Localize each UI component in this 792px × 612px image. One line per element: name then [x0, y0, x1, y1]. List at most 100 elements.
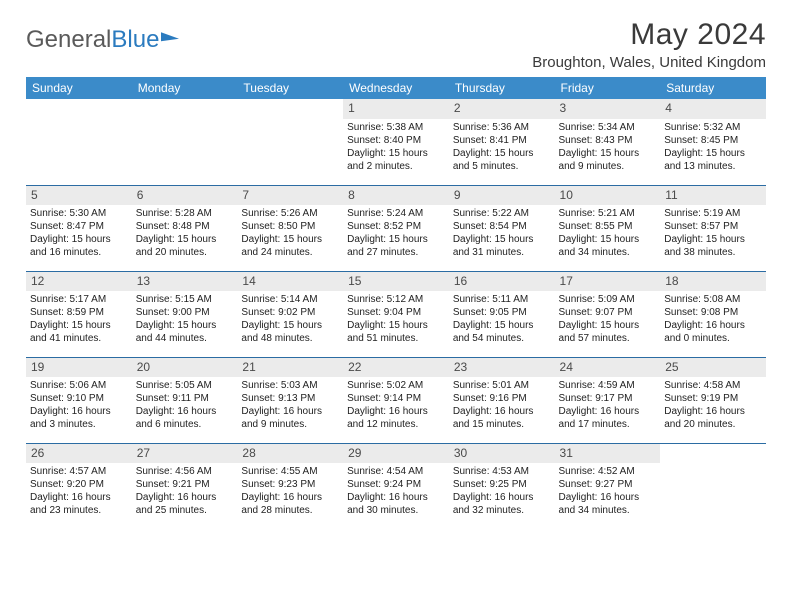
calendar-cell: 19Sunrise: 5:06 AMSunset: 9:10 PMDayligh… — [26, 357, 132, 443]
calendar-header-row: SundayMondayTuesdayWednesdayThursdayFrid… — [26, 77, 766, 99]
cell-sunrise: Sunrise: 5:17 AM — [30, 293, 128, 306]
calendar-cell: 15Sunrise: 5:12 AMSunset: 9:04 PMDayligh… — [343, 271, 449, 357]
day-number: 8 — [343, 186, 449, 206]
day-number: 3 — [555, 99, 661, 119]
calendar-cell: 18Sunrise: 5:08 AMSunset: 9:08 PMDayligh… — [660, 271, 766, 357]
cell-daylight2: and 48 minutes. — [241, 332, 339, 345]
cell-sunrise: Sunrise: 5:03 AM — [241, 379, 339, 392]
cell-sunrise: Sunrise: 4:59 AM — [559, 379, 657, 392]
cell-daylight1: Daylight: 16 hours — [241, 491, 339, 504]
cell-sunset: Sunset: 9:16 PM — [453, 392, 551, 405]
cell-sunrise: Sunrise: 5:38 AM — [347, 121, 445, 134]
calendar-table: SundayMondayTuesdayWednesdayThursdayFrid… — [26, 77, 766, 529]
cell-daylight1: Daylight: 16 hours — [30, 491, 128, 504]
day-number: 5 — [26, 186, 132, 206]
calendar-cell: 14Sunrise: 5:14 AMSunset: 9:02 PMDayligh… — [237, 271, 343, 357]
calendar-cell: 28Sunrise: 4:55 AMSunset: 9:23 PMDayligh… — [237, 443, 343, 529]
calendar-cell: 12Sunrise: 5:17 AMSunset: 8:59 PMDayligh… — [26, 271, 132, 357]
calendar-cell: 22Sunrise: 5:02 AMSunset: 9:14 PMDayligh… — [343, 357, 449, 443]
cell-daylight1: Daylight: 16 hours — [453, 405, 551, 418]
cell-sunrise: Sunrise: 4:58 AM — [664, 379, 762, 392]
cell-daylight1: Daylight: 15 hours — [453, 233, 551, 246]
cell-daylight1: Daylight: 15 hours — [559, 233, 657, 246]
day-number: 1 — [343, 99, 449, 119]
cell-sunset: Sunset: 9:14 PM — [347, 392, 445, 405]
calendar-cell: 17Sunrise: 5:09 AMSunset: 9:07 PMDayligh… — [555, 271, 661, 357]
calendar-cell: 3Sunrise: 5:34 AMSunset: 8:43 PMDaylight… — [555, 99, 661, 185]
cell-daylight1: Daylight: 16 hours — [347, 405, 445, 418]
cell-sunrise: Sunrise: 5:05 AM — [136, 379, 234, 392]
day-number: 25 — [660, 358, 766, 378]
day-number: 23 — [449, 358, 555, 378]
cell-daylight1: Daylight: 15 hours — [664, 233, 762, 246]
calendar-week-row: 1Sunrise: 5:38 AMSunset: 8:40 PMDaylight… — [26, 99, 766, 185]
day-number: 21 — [237, 358, 343, 378]
cell-sunrise: Sunrise: 4:57 AM — [30, 465, 128, 478]
cell-daylight2: and 24 minutes. — [241, 246, 339, 259]
calendar-cell: 21Sunrise: 5:03 AMSunset: 9:13 PMDayligh… — [237, 357, 343, 443]
cell-daylight2: and 20 minutes. — [664, 418, 762, 431]
calendar-cell: 16Sunrise: 5:11 AMSunset: 9:05 PMDayligh… — [449, 271, 555, 357]
calendar-week-row: 19Sunrise: 5:06 AMSunset: 9:10 PMDayligh… — [26, 357, 766, 443]
cell-sunset: Sunset: 8:57 PM — [664, 220, 762, 233]
cell-daylight2: and 13 minutes. — [664, 160, 762, 173]
cell-sunrise: Sunrise: 5:06 AM — [30, 379, 128, 392]
cell-sunset: Sunset: 9:25 PM — [453, 478, 551, 491]
weekday-header: Thursday — [449, 77, 555, 99]
calendar-body: 1Sunrise: 5:38 AMSunset: 8:40 PMDaylight… — [26, 99, 766, 529]
cell-daylight1: Daylight: 16 hours — [453, 491, 551, 504]
cell-daylight1: Daylight: 15 hours — [559, 319, 657, 332]
calendar-cell: 31Sunrise: 4:52 AMSunset: 9:27 PMDayligh… — [555, 443, 661, 529]
day-number: 2 — [449, 99, 555, 119]
calendar-cell: 4Sunrise: 5:32 AMSunset: 8:45 PMDaylight… — [660, 99, 766, 185]
weekday-header: Friday — [555, 77, 661, 99]
cell-sunset: Sunset: 8:55 PM — [559, 220, 657, 233]
calendar-cell: 1Sunrise: 5:38 AMSunset: 8:40 PMDaylight… — [343, 99, 449, 185]
calendar-cell-empty — [26, 99, 132, 185]
calendar-cell: 6Sunrise: 5:28 AMSunset: 8:48 PMDaylight… — [132, 185, 238, 271]
cell-sunset: Sunset: 9:07 PM — [559, 306, 657, 319]
cell-daylight1: Daylight: 16 hours — [136, 491, 234, 504]
cell-daylight2: and 23 minutes. — [30, 504, 128, 517]
cell-sunrise: Sunrise: 5:01 AM — [453, 379, 551, 392]
cell-daylight1: Daylight: 15 hours — [559, 147, 657, 160]
cell-daylight2: and 54 minutes. — [453, 332, 551, 345]
brand-part2: Blue — [111, 26, 159, 54]
cell-sunset: Sunset: 9:00 PM — [136, 306, 234, 319]
cell-sunset: Sunset: 9:24 PM — [347, 478, 445, 491]
cell-sunset: Sunset: 9:08 PM — [664, 306, 762, 319]
day-number: 10 — [555, 186, 661, 206]
weekday-header: Monday — [132, 77, 238, 99]
day-number: 24 — [555, 358, 661, 378]
cell-sunset: Sunset: 9:19 PM — [664, 392, 762, 405]
cell-sunrise: Sunrise: 5:32 AM — [664, 121, 762, 134]
cell-sunrise: Sunrise: 5:34 AM — [559, 121, 657, 134]
calendar-cell: 29Sunrise: 4:54 AMSunset: 9:24 PMDayligh… — [343, 443, 449, 529]
cell-sunrise: Sunrise: 5:02 AM — [347, 379, 445, 392]
cell-daylight2: and 6 minutes. — [136, 418, 234, 431]
cell-daylight1: Daylight: 16 hours — [664, 319, 762, 332]
cell-sunset: Sunset: 9:27 PM — [559, 478, 657, 491]
calendar-cell: 20Sunrise: 5:05 AMSunset: 9:11 PMDayligh… — [132, 357, 238, 443]
weekday-header: Sunday — [26, 77, 132, 99]
cell-sunrise: Sunrise: 4:52 AM — [559, 465, 657, 478]
cell-sunrise: Sunrise: 5:19 AM — [664, 207, 762, 220]
day-number: 26 — [26, 444, 132, 464]
cell-daylight2: and 34 minutes. — [559, 504, 657, 517]
cell-sunset: Sunset: 9:13 PM — [241, 392, 339, 405]
day-number: 20 — [132, 358, 238, 378]
cell-daylight2: and 57 minutes. — [559, 332, 657, 345]
brand-logo: GeneralBlue — [26, 26, 179, 54]
cell-sunset: Sunset: 8:52 PM — [347, 220, 445, 233]
cell-daylight1: Daylight: 15 hours — [241, 233, 339, 246]
calendar-cell: 23Sunrise: 5:01 AMSunset: 9:16 PMDayligh… — [449, 357, 555, 443]
cell-daylight1: Daylight: 16 hours — [136, 405, 234, 418]
calendar-cell: 2Sunrise: 5:36 AMSunset: 8:41 PMDaylight… — [449, 99, 555, 185]
cell-sunrise: Sunrise: 5:26 AM — [241, 207, 339, 220]
weekday-header: Saturday — [660, 77, 766, 99]
cell-daylight2: and 2 minutes. — [347, 160, 445, 173]
cell-sunset: Sunset: 9:17 PM — [559, 392, 657, 405]
calendar-cell: 8Sunrise: 5:24 AMSunset: 8:52 PMDaylight… — [343, 185, 449, 271]
day-number: 7 — [237, 186, 343, 206]
calendar-cell: 5Sunrise: 5:30 AMSunset: 8:47 PMDaylight… — [26, 185, 132, 271]
